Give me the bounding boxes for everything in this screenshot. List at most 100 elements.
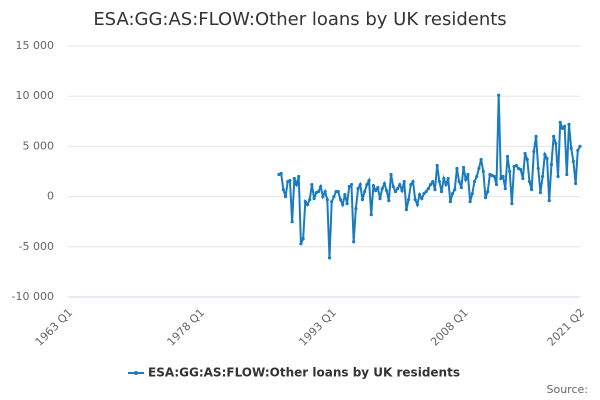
data-point: [382, 181, 387, 186]
data-point: [336, 189, 340, 194]
data-point: [413, 198, 417, 202]
data-point: [391, 184, 395, 189]
data-point: [297, 174, 301, 179]
data-point: [349, 182, 354, 187]
data-point: [367, 178, 371, 183]
data-point: [508, 169, 512, 174]
data-point: [461, 165, 466, 170]
data-point: [475, 174, 479, 179]
data-point: [450, 191, 455, 196]
data-point: [321, 195, 325, 199]
data-point: [352, 240, 356, 244]
data-point: [439, 189, 444, 194]
data-point: [389, 172, 393, 177]
data-point: [431, 179, 435, 184]
data-point: [560, 126, 565, 130]
data-point: [556, 174, 560, 179]
data-point: [503, 186, 507, 191]
data-point: [301, 237, 305, 241]
data-point: [385, 188, 389, 193]
data-point: [393, 189, 398, 194]
data-point: [501, 174, 505, 179]
x-tick-label: 2021 Q2: [545, 306, 588, 349]
data-point: [319, 184, 323, 189]
data-point: [444, 182, 448, 187]
data-point: [543, 152, 547, 157]
data-point: [376, 185, 380, 190]
data-point: [407, 198, 411, 202]
data-point: [578, 144, 582, 148]
data-point: [492, 174, 496, 179]
data-point: [435, 163, 439, 168]
data-point: [514, 163, 518, 168]
data-point: [457, 179, 461, 184]
data-point: [538, 190, 543, 195]
data-point: [417, 192, 422, 197]
data-point: [479, 157, 483, 162]
data-point: [549, 162, 554, 167]
data-point: [283, 195, 288, 199]
data-point: [466, 172, 470, 177]
data-point: [325, 198, 329, 202]
data-point: [530, 187, 534, 192]
data-point: [563, 124, 567, 128]
x-tick-label: 2008 Q1: [428, 306, 471, 349]
data-point: [552, 134, 556, 138]
data-point: [426, 186, 430, 191]
data-point: [327, 256, 332, 260]
data-point: [510, 202, 514, 206]
source: Source:: [547, 383, 589, 396]
data-point: [481, 169, 485, 174]
data-point: [494, 182, 499, 187]
data-point: [334, 189, 338, 194]
data-point: [345, 202, 349, 206]
data-point: [330, 200, 334, 204]
data-point: [437, 179, 441, 184]
data-point: [292, 176, 296, 181]
data-point: [525, 157, 529, 162]
data-point: [464, 177, 468, 182]
y-tick-label: 15 000: [16, 39, 55, 52]
data-point: [453, 187, 457, 192]
y-tick-label: 0: [47, 190, 54, 203]
data-point: [402, 179, 406, 184]
data-point: [558, 120, 562, 124]
data-point: [396, 186, 400, 191]
data-point: [569, 146, 573, 151]
data-line: [278, 95, 581, 258]
data-point: [497, 93, 501, 97]
data-point: [288, 178, 292, 183]
data-point: [332, 195, 336, 199]
data-point: [521, 176, 525, 181]
data-point: [455, 166, 459, 171]
chart-title: ESA:GG:AS:FLOW:Other loans by UK residen…: [93, 9, 506, 30]
data-point: [338, 198, 343, 202]
y-tick-label: 10 000: [16, 89, 55, 102]
legend-label: ESA:GG:AS:FLOW:Other loans by UK residen…: [148, 366, 460, 380]
data-point: [356, 186, 360, 191]
data-point: [545, 156, 549, 161]
data-point: [541, 174, 545, 179]
data-point: [398, 182, 402, 187]
data-point: [519, 167, 523, 172]
data-point: [477, 166, 481, 171]
data-point: [554, 141, 558, 145]
data-point: [565, 172, 569, 177]
data-point: [310, 182, 314, 187]
data-point: [567, 122, 571, 126]
data-point: [442, 176, 446, 181]
x-tick-label: 1963 Q1: [33, 306, 76, 349]
data-point: [448, 200, 452, 204]
x-tick-label: 1978 Q1: [165, 306, 208, 349]
x-tick-label: 1993 Q1: [296, 306, 339, 349]
data-point: [303, 200, 307, 204]
data-point: [571, 159, 576, 164]
data-point: [505, 154, 510, 159]
data-point: [341, 203, 345, 207]
data-point: [523, 151, 527, 156]
data-point: [378, 197, 382, 201]
data-point: [312, 197, 316, 201]
y-tick-label: 5 000: [23, 139, 55, 152]
data-point: [323, 189, 327, 194]
data-point: [305, 203, 310, 207]
